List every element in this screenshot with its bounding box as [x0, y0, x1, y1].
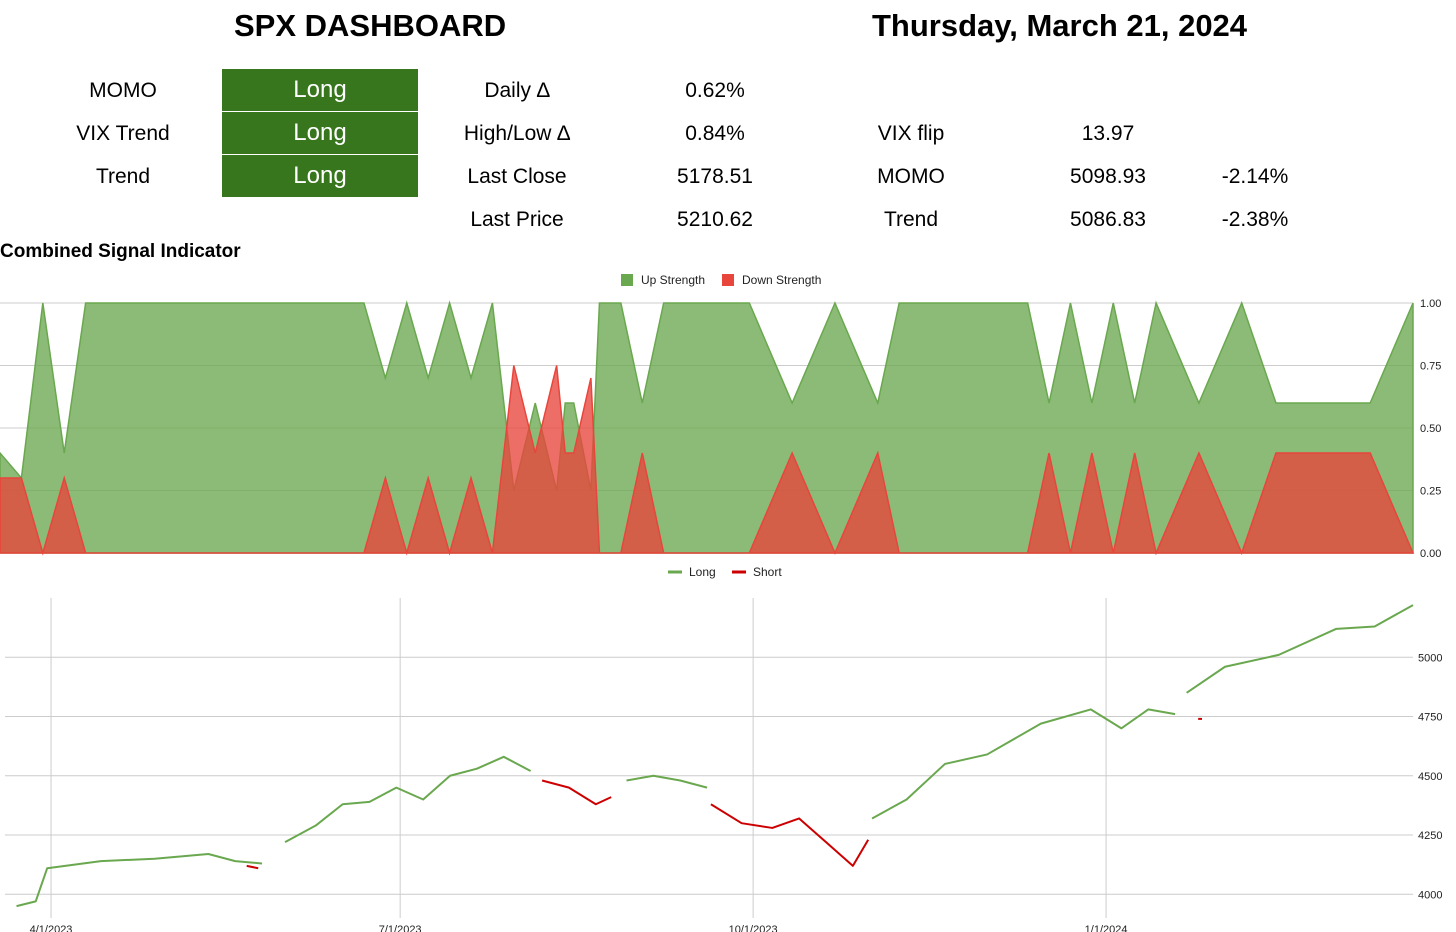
- signal-y-tick-label: 0.25: [1420, 486, 1441, 498]
- signal-label-trend: Trend: [95, 165, 151, 188]
- dashboard-title: SPX DASHBOARD: [234, 8, 507, 43]
- level-label-trend: Trend: [883, 208, 939, 231]
- price-y-tick-label: 4250: [1418, 830, 1442, 842]
- price-x-tick-label: 1/1/2024: [1085, 924, 1128, 932]
- legend-down-label: Down Strength: [742, 273, 821, 287]
- legend-up-label: Up Strength: [641, 273, 705, 287]
- price-x-tick-label: 7/1/2023: [379, 924, 422, 932]
- signal-y-tick-label: 1.00: [1420, 298, 1441, 310]
- signal-y-tick-label: 0.50: [1420, 423, 1441, 435]
- signal-y-tick-label: 0.75: [1420, 361, 1441, 373]
- level-pct-trend: -2.38%: [1221, 208, 1289, 231]
- price-y-tick-label: 4000: [1418, 889, 1442, 901]
- short-line-segment: [246, 864, 259, 870]
- price-signal-chart: Long Short 4000 4250 4500 4750 5000 4/1/2023…: [5, 565, 1442, 932]
- level-label-momo: MOMO: [877, 165, 945, 188]
- level-label-vix-flip: VIX flip: [877, 122, 945, 145]
- long-line-segment: [284, 755, 532, 844]
- combined-signal-chart: Up Strength Down Strength 0.000.250.500.…: [0, 273, 1441, 560]
- long-line-segment: [626, 774, 708, 789]
- signal-badge-momo: Long: [222, 69, 418, 111]
- legend-up-swatch: [621, 274, 633, 286]
- level-value-trend: 5086.83: [1070, 208, 1146, 231]
- price-x-tick-label: 10/1/2023: [729, 924, 778, 932]
- legend-short-label: Short: [753, 565, 782, 579]
- price-y-tick-label: 4750: [1418, 712, 1442, 724]
- stat-value-last-price: 5210.62: [677, 208, 753, 231]
- short-line-segment: [710, 803, 870, 867]
- long-line-segment: [1186, 604, 1414, 694]
- signal-label-momo: MOMO: [89, 79, 157, 102]
- stat-value-daily-delta: 0.62%: [685, 79, 745, 102]
- stat-label-daily-delta: Daily ∆: [484, 79, 550, 102]
- signal-legend: Up Strength Down Strength: [621, 273, 821, 287]
- stat-label-high-low-delta: High/Low ∆: [463, 122, 571, 145]
- legend-long-label: Long: [689, 565, 716, 579]
- stat-label-last-close: Last Close: [467, 165, 567, 188]
- long-line-segment: [16, 853, 263, 908]
- signal-areas: [0, 300, 1415, 556]
- price-x-ticks: 4/1/2023 7/1/2023 10/1/2023 1/1/2024: [30, 924, 1128, 932]
- legend-down-swatch: [722, 274, 734, 286]
- price-y-tick-label: 4500: [1418, 771, 1442, 783]
- signal-badge-vix-trend: Long: [222, 112, 418, 154]
- level-pct-momo: -2.14%: [1221, 165, 1289, 188]
- price-y-ticks: 4000 4250 4500 4750 5000: [1418, 652, 1442, 901]
- signal-y-tick-label: 0.00: [1420, 548, 1441, 560]
- stat-label-last-price: Last Price: [470, 208, 564, 231]
- down-strength-area: [0, 365, 1415, 556]
- price-legend: Long Short: [668, 565, 782, 579]
- dashboard-date: Thursday, March 21, 2024: [872, 8, 1248, 43]
- up-strength-area: [0, 300, 1414, 554]
- level-value-vix-flip: 13.97: [1081, 122, 1135, 145]
- level-value-momo: 5098.93: [1070, 165, 1146, 188]
- stat-value-high-low-delta: 0.84%: [685, 122, 745, 145]
- stat-value-last-close: 5178.51: [677, 165, 753, 188]
- price-lines: [16, 604, 1414, 908]
- long-line-segment: [871, 708, 1176, 820]
- short-line-segment: [541, 779, 612, 806]
- signal-y-ticks: 0.00 0.25 0.50 0.75 1.00: [1420, 298, 1441, 560]
- price-x-tick-label: 4/1/2023: [30, 924, 73, 932]
- price-gridlines: [5, 598, 1413, 918]
- signal-label-vix-trend: VIX Trend: [76, 122, 170, 145]
- signal-badge-trend: Long: [222, 155, 418, 197]
- combined-signal-title: Combined Signal Indicator: [0, 241, 241, 262]
- price-y-tick-label: 5000: [1418, 652, 1442, 664]
